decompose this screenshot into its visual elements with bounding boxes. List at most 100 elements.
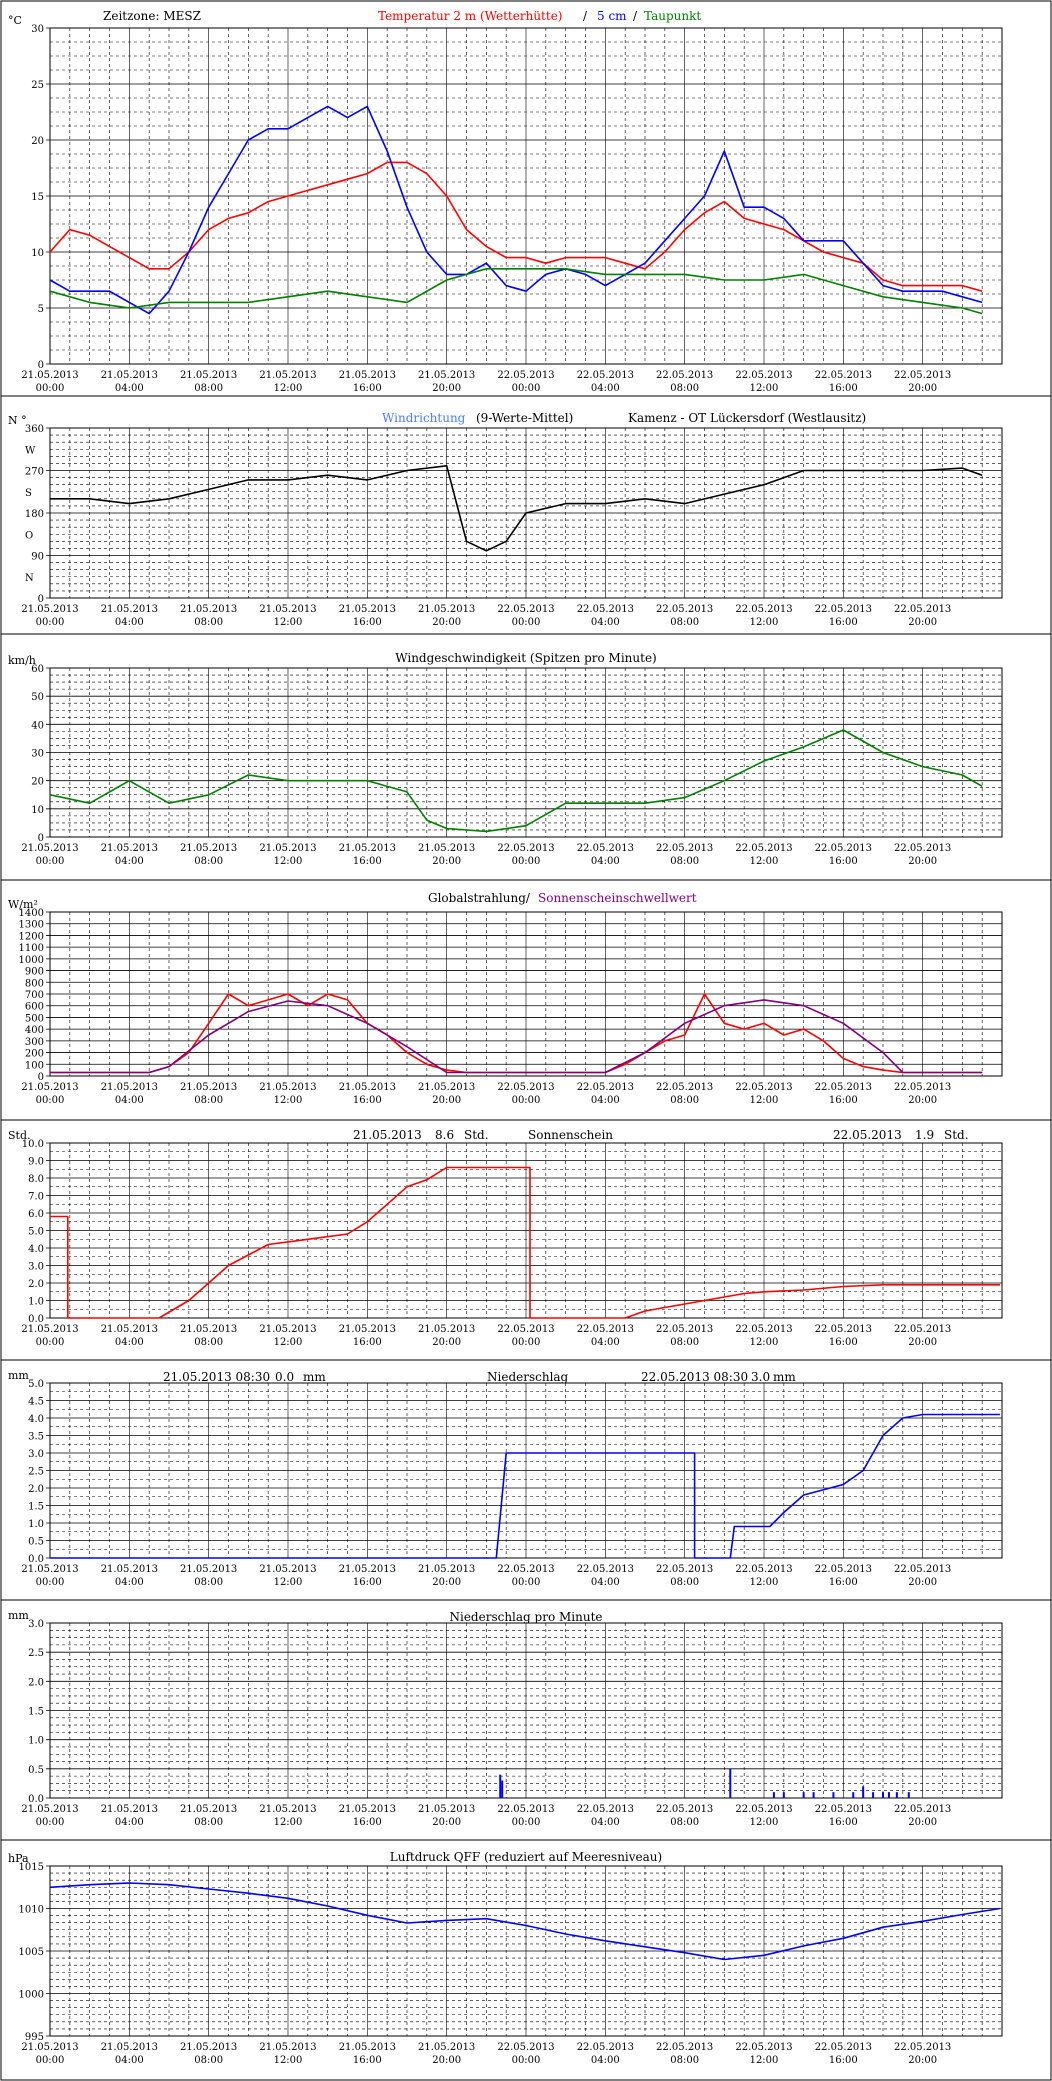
chart-title: Temperatur 2 m (Wetterhütte) bbox=[378, 9, 562, 23]
x-tick-time: 00:00 bbox=[36, 2055, 65, 2066]
x-tick-time: 16:00 bbox=[353, 2055, 382, 2066]
x-tick-time: 12:00 bbox=[274, 856, 303, 867]
x-tick-date: 22.05.2013 bbox=[894, 370, 951, 381]
y-tick-label: 6.0 bbox=[28, 1209, 44, 1220]
y-tick-label: 0 bbox=[38, 1072, 44, 1083]
x-tick-time: 04:00 bbox=[115, 1817, 144, 1828]
unit-label: Std. bbox=[8, 1129, 31, 1142]
x-tick-time: 08:00 bbox=[194, 1337, 223, 1348]
x-tick-time: 20:00 bbox=[908, 383, 937, 394]
x-tick-time: 04:00 bbox=[115, 1577, 144, 1588]
y-tick-label: 4.5 bbox=[28, 1397, 44, 1408]
x-tick-date: 22.05.2013 bbox=[815, 2042, 872, 2053]
x-tick-time: 12:00 bbox=[750, 1337, 779, 1348]
y-tick-label: 1300 bbox=[19, 920, 44, 931]
x-tick-date: 22.05.2013 bbox=[577, 1082, 634, 1093]
x-tick-time: 12:00 bbox=[274, 1577, 303, 1588]
x-tick-time: 00:00 bbox=[512, 1817, 541, 1828]
x-tick-date: 21.05.2013 bbox=[21, 370, 78, 381]
chart-title: Sonnenscheinschwellwert bbox=[538, 891, 697, 905]
series-line bbox=[50, 1413, 1000, 1559]
x-tick-date: 21.05.2013 bbox=[339, 1324, 396, 1335]
x-tick-time: 00:00 bbox=[512, 1577, 541, 1588]
y-tick-label: 1200 bbox=[19, 931, 44, 942]
x-tick-time: 16:00 bbox=[829, 383, 858, 394]
x-tick-date: 22.05.2013 bbox=[894, 2042, 951, 2053]
y-tick-label: 1.5 bbox=[28, 1502, 44, 1513]
series-line bbox=[49, 105, 983, 315]
y-tick-label: 90 bbox=[31, 552, 44, 563]
y-tick-label: 15 bbox=[31, 192, 44, 203]
unit-label: mm bbox=[8, 1609, 29, 1622]
y-tick-label: 995 bbox=[25, 2032, 44, 2043]
chart-title: 22.05.2013 08:30 bbox=[641, 1370, 748, 1384]
x-tick-date: 22.05.2013 bbox=[735, 1564, 792, 1575]
x-tick-date: 21.05.2013 bbox=[418, 604, 475, 615]
x-tick-date: 22.05.2013 bbox=[497, 370, 554, 381]
x-tick-time: 20:00 bbox=[908, 1577, 937, 1588]
x-tick-date: 21.05.2013 bbox=[418, 1082, 475, 1093]
x-tick-time: 08:00 bbox=[670, 383, 699, 394]
y-tick-label: 1.0 bbox=[28, 1736, 44, 1747]
x-tick-date: 22.05.2013 bbox=[497, 1082, 554, 1093]
x-tick-date: 22.05.2013 bbox=[735, 1804, 792, 1815]
x-tick-time: 00:00 bbox=[512, 1337, 541, 1348]
x-tick-date: 21.05.2013 bbox=[339, 2042, 396, 2053]
plot-border bbox=[49, 667, 1003, 838]
plot-border bbox=[49, 1382, 1003, 1559]
y-tick-label: 800 bbox=[25, 978, 44, 989]
chart-title: 1.9 bbox=[915, 1128, 934, 1142]
panel-precipitation: 5.0 4.5 4.0 3.5 3.0 2.5 2.0 1.5 1.0 0.5 0.0 mm 21.05… bbox=[8, 1369, 1003, 1588]
x-tick-date: 21.05.2013 bbox=[180, 1804, 237, 1815]
y-tick-label: 40 bbox=[31, 720, 44, 731]
x-tick-date: 22.05.2013 bbox=[815, 843, 872, 854]
x-tick-date: 22.05.2013 bbox=[577, 1324, 634, 1335]
x-tick-time: 04:00 bbox=[591, 1577, 620, 1588]
x-tick-date: 22.05.2013 bbox=[577, 2042, 634, 2053]
compass-label: O bbox=[25, 530, 33, 541]
x-tick-date: 21.05.2013 bbox=[101, 1564, 158, 1575]
y-tick-label: 2.0 bbox=[28, 1279, 44, 1290]
x-tick-date: 21.05.2013 bbox=[101, 2042, 158, 2053]
x-tick-date: 22.05.2013 bbox=[815, 1804, 872, 1815]
y-tick-label: 2.0 bbox=[28, 1484, 44, 1495]
y-tick-label: 3.0 bbox=[28, 1262, 44, 1273]
x-tick-date: 21.05.2013 bbox=[21, 1804, 78, 1815]
x-tick-date: 22.05.2013 bbox=[656, 2042, 713, 2053]
x-tick-time: 12:00 bbox=[750, 856, 779, 867]
series-line bbox=[50, 464, 983, 552]
x-tick-date: 22.05.2013 bbox=[735, 370, 792, 381]
unit-label: mm bbox=[8, 1369, 29, 1382]
unit-label: °C bbox=[8, 14, 22, 27]
panel-temperature: 30 25 20 15 10 5 0 °C Zeitzone: MESZ Temperatur 2… bbox=[8, 9, 1003, 394]
x-tick-date: 22.05.2013 bbox=[815, 370, 872, 381]
x-tick-time: 20:00 bbox=[908, 1337, 937, 1348]
x-tick-time: 08:00 bbox=[670, 1095, 699, 1106]
x-tick-time: 16:00 bbox=[829, 2055, 858, 2066]
x-tick-date: 22.05.2013 bbox=[497, 843, 554, 854]
y-tick-label: 4.0 bbox=[28, 1244, 44, 1255]
x-tick-date: 21.05.2013 bbox=[259, 604, 316, 615]
panel-pressure: 1015 1010 1005 1000 995 hPa Luftdruck QFF (red… bbox=[8, 1850, 1003, 2066]
series-line bbox=[50, 999, 983, 1074]
x-tick-date: 21.05.2013 bbox=[21, 1564, 78, 1575]
x-tick-date: 21.05.2013 bbox=[418, 1804, 475, 1815]
x-tick-time: 16:00 bbox=[829, 1577, 858, 1588]
x-tick-time: 08:00 bbox=[194, 856, 223, 867]
y-tick-label: 1100 bbox=[19, 943, 44, 954]
y-tick-label: 7.0 bbox=[28, 1192, 44, 1203]
x-tick-time: 12:00 bbox=[750, 1577, 779, 1588]
x-tick-time: 20:00 bbox=[432, 1577, 461, 1588]
x-tick-time: 16:00 bbox=[353, 1577, 382, 1588]
y-tick-label: 0.5 bbox=[28, 1537, 44, 1548]
x-tick-time: 12:00 bbox=[274, 383, 303, 394]
x-tick-time: 20:00 bbox=[432, 383, 461, 394]
x-tick-time: 04:00 bbox=[591, 1337, 620, 1348]
x-tick-date: 22.05.2013 bbox=[735, 604, 792, 615]
x-tick-date: 21.05.2013 bbox=[339, 843, 396, 854]
x-tick-time: 08:00 bbox=[194, 617, 223, 628]
x-tick-time: 16:00 bbox=[353, 617, 382, 628]
chart-title: 3.0 bbox=[751, 1370, 770, 1384]
x-tick-date: 22.05.2013 bbox=[735, 843, 792, 854]
